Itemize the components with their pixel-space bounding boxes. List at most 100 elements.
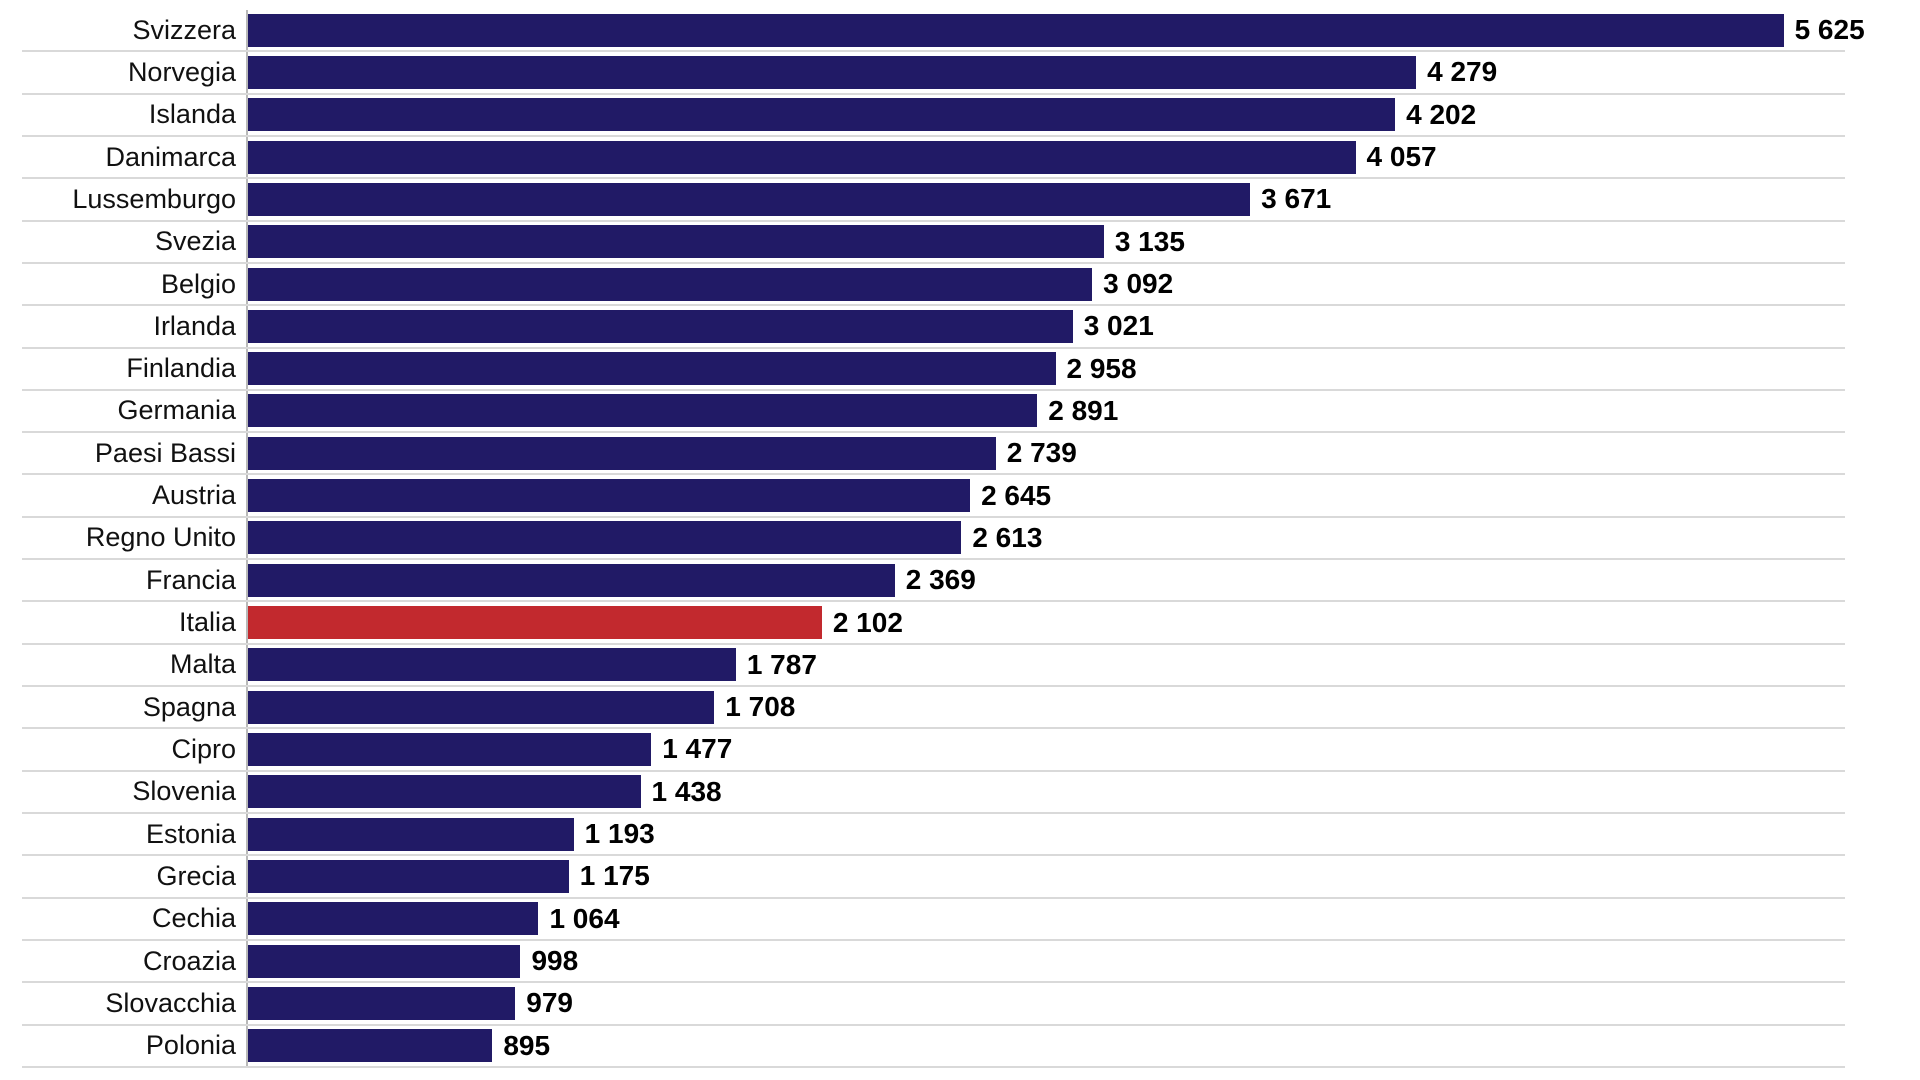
- category-label: Belgio: [160, 268, 236, 299]
- value-label: 895: [503, 1029, 551, 1061]
- chart-row-slovenia: Slovenia 1 438: [22, 772, 1845, 814]
- bar-cipro: [248, 732, 652, 766]
- category-label: Croazia: [142, 945, 236, 976]
- category-label: Irlanda: [153, 310, 236, 341]
- bar-italia: [248, 606, 822, 640]
- value-label: 5 625: [1794, 14, 1865, 46]
- bar-croazia: [248, 944, 521, 978]
- bar-polonia: [248, 1029, 493, 1063]
- chart-row-slovacchia: Slovacchia 979: [22, 983, 1845, 1026]
- value-label: 2 739: [1006, 437, 1077, 469]
- category-label: Regno Unito: [85, 522, 236, 553]
- bar-grecia: [248, 859, 569, 893]
- chart-row-lussemburgo: Lussemburgo 3 671: [22, 179, 1845, 222]
- chart-rows: Svizzera 5 625 Norvegia 4 279 Islanda 4 202 Da…: [22, 10, 1865, 1068]
- chart-row-austria: Austria 2 645: [22, 475, 1845, 518]
- chart-row-irlanda: Irlanda 3 021: [22, 306, 1845, 349]
- chart-row-danimarca: Danimarca 4 057: [22, 137, 1845, 180]
- value-label: 1 787: [746, 648, 817, 680]
- chart-row-norvegia: Norvegia 4 279: [22, 52, 1845, 95]
- bar-danimarca: [248, 140, 1356, 174]
- value-label: 2 102: [832, 606, 903, 638]
- bar-francia: [248, 563, 895, 597]
- chart-row-germania: Germania 2 891: [22, 391, 1845, 434]
- value-label: 1 477: [662, 733, 733, 765]
- value-label: 998: [531, 945, 579, 977]
- category-label: Finlandia: [126, 353, 236, 384]
- category-label: Islanda: [148, 99, 236, 130]
- bar-regno-unito: [248, 521, 962, 555]
- plot-area: 3 021: [248, 306, 1845, 346]
- plot-area: 1 477: [248, 729, 1845, 769]
- category-label: Slovenia: [132, 776, 236, 807]
- category-label: Danimarca: [105, 141, 236, 172]
- bar-islanda: [248, 98, 1396, 132]
- chart-row-svezia: Svezia 3 135: [22, 222, 1845, 264]
- category-label: Svezia: [154, 226, 236, 257]
- category-label: Norvegia: [127, 56, 236, 87]
- chart-row-croazia: Croazia 998: [22, 941, 1845, 984]
- bar-belgio: [248, 267, 1093, 301]
- category-label: Paesi Bassi: [94, 437, 236, 468]
- bar-svizzera: [248, 13, 1784, 47]
- plot-area: 3 671: [248, 179, 1845, 219]
- value-label: 1 708: [725, 691, 796, 723]
- category-label: Lussemburgo: [72, 183, 236, 214]
- value-label: 3 671: [1261, 183, 1332, 215]
- value-label: 4 279: [1427, 56, 1498, 88]
- bar-norvegia: [248, 55, 1417, 89]
- chart-row-paesi-bassi: Paesi Bassi 2 739: [22, 433, 1845, 476]
- value-label: 4 202: [1406, 98, 1477, 130]
- plot-area: 1 064: [248, 899, 1845, 939]
- value-label: 2 645: [981, 479, 1052, 511]
- plot-area: 2 102: [248, 602, 1845, 642]
- bar-cechia: [248, 902, 539, 936]
- value-label: 3 021: [1083, 310, 1154, 342]
- category-label: Cipro: [171, 733, 236, 764]
- chart-row-finlandia: Finlandia 2 958: [22, 349, 1845, 391]
- bar-paesi-bassi: [248, 436, 996, 470]
- plot-area: 1 193: [248, 814, 1845, 854]
- category-label: Grecia: [156, 860, 236, 891]
- chart-row-cipro: Cipro 1 477: [22, 729, 1845, 772]
- plot-area: 4 279: [248, 52, 1845, 92]
- value-label: 1 175: [579, 860, 650, 892]
- chart-row-cechia: Cechia 1 064: [22, 899, 1845, 941]
- category-label: Cechia: [151, 903, 236, 934]
- plot-area: 4 057: [248, 137, 1845, 177]
- category-label: Polonia: [145, 1030, 236, 1061]
- category-label: Francia: [145, 564, 236, 595]
- bar-lussemburgo: [248, 182, 1251, 216]
- plot-area: 3 092: [248, 264, 1845, 304]
- value-label: 979: [526, 987, 573, 1019]
- bar-malta: [248, 648, 736, 682]
- plot-area: 3 135: [248, 222, 1845, 262]
- plot-area: 1 787: [248, 645, 1845, 685]
- bar-spagna: [248, 690, 715, 724]
- value-label: 1 438: [651, 775, 722, 807]
- category-label: Slovacchia: [105, 987, 236, 1018]
- category-label: Svizzera: [132, 14, 236, 45]
- bar-germania: [248, 394, 1038, 428]
- plot-area: 1 438: [248, 772, 1845, 812]
- category-label: Spagna: [142, 691, 236, 722]
- plot-area: 4 202: [248, 95, 1845, 135]
- chart-row-italia: Italia 2 102: [22, 602, 1845, 645]
- chart-row-islanda: Islanda 4 202: [22, 95, 1845, 137]
- category-label: Italia: [178, 607, 236, 638]
- chart-row-grecia: Grecia 1 175: [22, 856, 1845, 899]
- value-axis-baseline: [246, 10, 248, 1068]
- value-label: 2 369: [905, 564, 976, 596]
- plot-area: 2 891: [248, 391, 1845, 431]
- category-label: Germania: [117, 395, 236, 426]
- category-label: Malta: [169, 649, 236, 680]
- chart-row-francia: Francia 2 369: [22, 560, 1845, 603]
- bar-svezia: [248, 225, 1104, 259]
- plot-area: 2 613: [248, 518, 1845, 558]
- plot-area: 979: [248, 983, 1845, 1023]
- chart-row-spagna: Spagna 1 708: [22, 687, 1845, 730]
- value-label: 3 135: [1114, 225, 1185, 257]
- bar-austria: [248, 479, 971, 513]
- chart-row-belgio: Belgio 3 092: [22, 264, 1845, 307]
